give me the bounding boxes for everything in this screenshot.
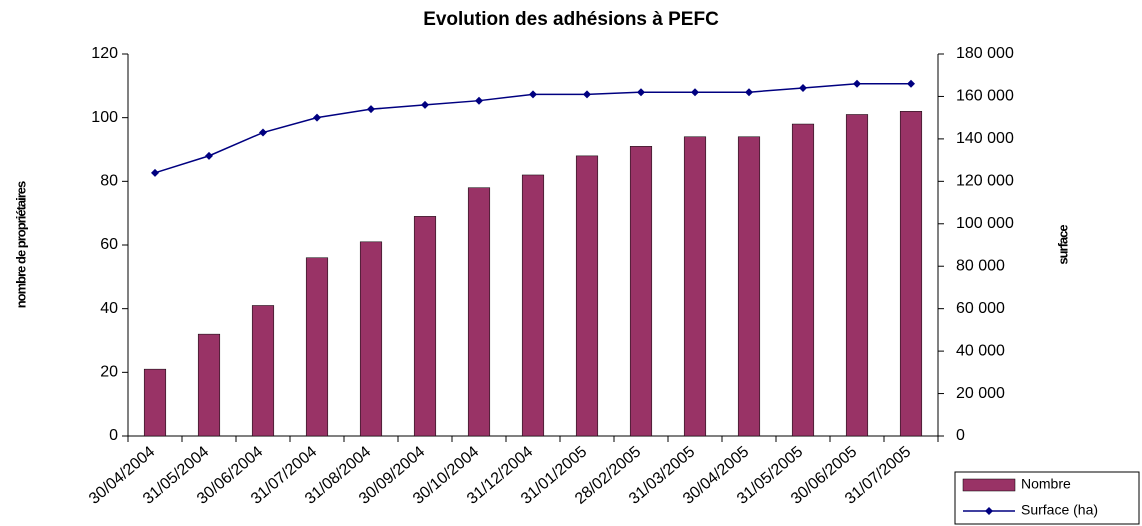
- y-tick-label: 20: [100, 364, 118, 381]
- bar: [899, 111, 923, 437]
- y2-tick-label: 60 000: [956, 300, 1005, 317]
- y2-tick-label: 180 000: [956, 45, 1014, 62]
- bar: [143, 368, 167, 437]
- bar: [791, 123, 815, 437]
- y2-tick-label: 20 000: [956, 385, 1005, 402]
- bar: [683, 136, 707, 437]
- marker: [853, 79, 861, 88]
- bar: [467, 187, 491, 437]
- bar: [629, 146, 653, 437]
- y2-tick-label: 120 000: [956, 173, 1014, 190]
- bar: [845, 114, 869, 437]
- marker: [205, 151, 213, 160]
- bar: [251, 305, 275, 437]
- marker: [745, 88, 753, 97]
- marker: [691, 88, 699, 97]
- y-tick-label: 80: [100, 173, 118, 190]
- y2-tick-label: 140 000: [956, 130, 1014, 147]
- legend-label: Nombre: [1021, 476, 1071, 492]
- bar: [305, 257, 329, 437]
- marker: [259, 128, 267, 137]
- legend-swatch: [962, 478, 1016, 492]
- y-tick-label: 0: [109, 427, 118, 444]
- y-axis-title: nombre de propriétaires: [13, 181, 28, 308]
- marker: [421, 100, 429, 109]
- y2-tick-label: 100 000: [956, 215, 1014, 232]
- chart-title: Evolution des adhésions à PEFC: [423, 9, 719, 30]
- marker: [367, 105, 375, 114]
- legend-label: Surface (ha): [1021, 502, 1098, 518]
- marker: [475, 96, 483, 105]
- bar: [413, 216, 437, 437]
- y2-tick-label: 40 000: [956, 342, 1005, 359]
- y2-axis-title: surface: [1055, 225, 1070, 265]
- y2-tick-label: 80 000: [956, 257, 1005, 274]
- marker: [313, 113, 321, 122]
- marker: [529, 90, 537, 99]
- bar: [737, 136, 761, 437]
- y-tick-label: 120: [91, 45, 118, 62]
- marker: [799, 83, 807, 92]
- marker: [907, 79, 915, 88]
- bar: [197, 333, 221, 437]
- y-tick-label: 100: [91, 109, 118, 126]
- y-tick-label: 40: [100, 300, 118, 317]
- bar: [575, 155, 599, 437]
- y2-tick-label: 0: [956, 427, 965, 444]
- marker: [583, 90, 591, 99]
- bar: [359, 241, 383, 437]
- marker: [637, 88, 645, 97]
- bar: [521, 174, 545, 437]
- legend-marker: [985, 507, 993, 515]
- y2-tick-label: 160 000: [956, 88, 1014, 105]
- y-tick-label: 60: [100, 236, 118, 253]
- marker: [151, 168, 159, 177]
